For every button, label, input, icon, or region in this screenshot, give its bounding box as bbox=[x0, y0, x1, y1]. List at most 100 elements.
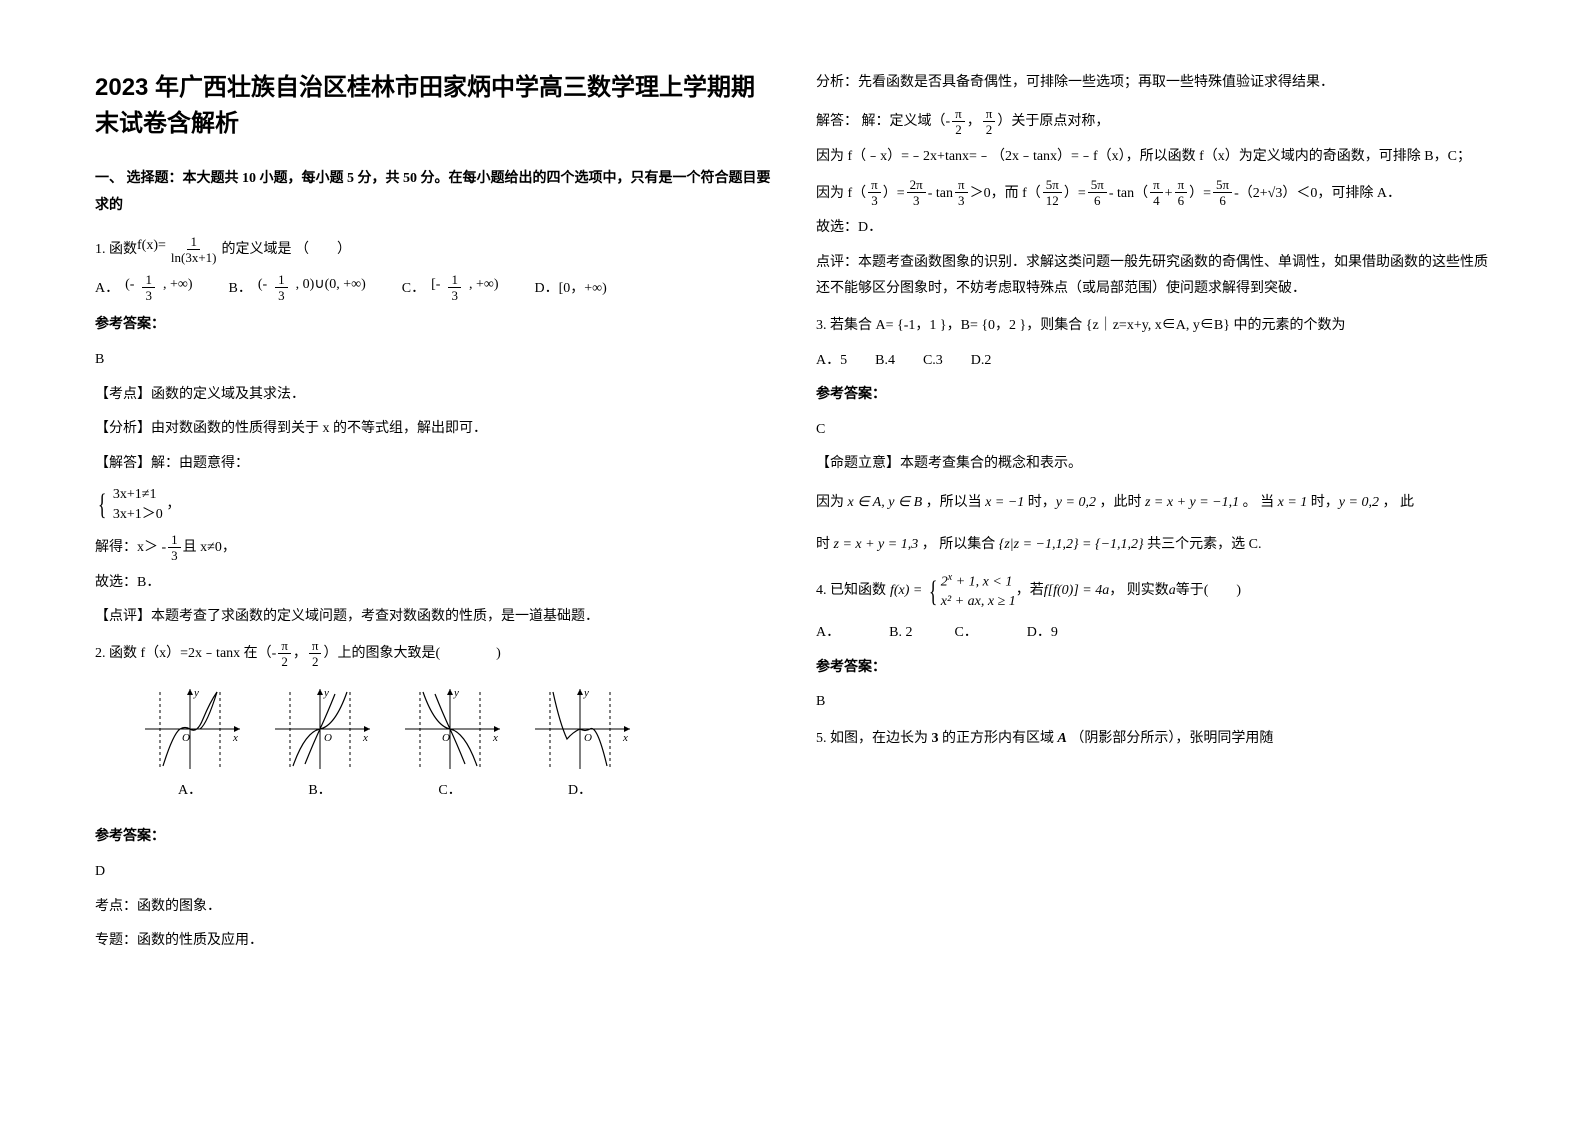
q1-optB-frac: 1 3 bbox=[275, 273, 288, 302]
q1-options: A． (- 1 3 , +∞) B． (- 1 3 , 0)∪(0, +∞) C… bbox=[95, 272, 776, 303]
q1-e4b: 且 x≠0， bbox=[183, 535, 236, 562]
graph-c-icon: O x y bbox=[395, 684, 505, 774]
q4-d: 等于( ) bbox=[1176, 578, 1241, 605]
svg-text:y: y bbox=[583, 687, 589, 699]
q2-stem: 2. 函数 f（x）=2x﹣tanx 在（- π 2 ， π 2 ）上的图象大致… bbox=[95, 639, 776, 668]
q4-fx: f(x) = bbox=[890, 578, 922, 605]
q3-answer: C bbox=[816, 417, 1497, 444]
r1: 分析：先看函数是否具备奇偶性，可排除一些选项；再取一些特殊值验证求得结果． bbox=[816, 70, 1497, 97]
left-brace-icon: { bbox=[98, 490, 107, 520]
section-1-heading: 一、 选择题：本大题共 10 小题，每小题 5 分，共 50 分。在每小题给出的… bbox=[95, 166, 776, 219]
q4-opts: A． B. 2 C． D．9 bbox=[816, 620, 1497, 647]
q2-graph-c: O x y C． bbox=[395, 684, 505, 805]
svg-text:O: O bbox=[324, 732, 332, 744]
q1-optA-b: , +∞) bbox=[163, 272, 193, 303]
q1-frac-num: 1 bbox=[187, 235, 200, 250]
q1-optC-label: C． bbox=[402, 276, 425, 303]
r2a: 解答： 解：定义域（- bbox=[816, 109, 950, 136]
svg-text:x: x bbox=[232, 732, 238, 744]
r4: 因为 f（ π3 ）= 2π3 - tan π3 ＞0，而 f（ 5π12 ）=… bbox=[816, 178, 1497, 207]
q1-frac-den: ln(3x+1) bbox=[168, 250, 220, 264]
right-column: 分析：先看函数是否具备奇偶性，可排除一些选项；再取一些特殊值验证求得结果． 解答… bbox=[816, 70, 1537, 1082]
q3-stem: 3. 若集合 A= {-1，1 }，B= {0，2 }，则集合 {z｜z=x+y… bbox=[816, 313, 1497, 340]
q1-opt-d: D．[0，+∞) bbox=[535, 276, 607, 303]
q2-c: ）上的图象大致是( ) bbox=[323, 641, 500, 668]
svg-text:y: y bbox=[323, 687, 329, 699]
left-column: 2023 年广西壮族自治区桂林市田家炳中学高三数学理上学期期末试卷含解析 一、 … bbox=[95, 70, 816, 1082]
q1-fraction: 1 ln(3x+1) bbox=[168, 235, 220, 264]
graph-d-label: D． bbox=[568, 778, 592, 805]
r4e: ）= bbox=[1064, 181, 1086, 208]
graph-d-icon: O x y bbox=[525, 684, 635, 774]
r4i: -（2+√3）＜0，可排除 A． bbox=[1234, 181, 1401, 208]
q2-frac-1: π 2 bbox=[278, 639, 291, 668]
q4-piecewise: 2x + 1, x < 1 x² + ax, x ≥ 1 bbox=[941, 571, 1016, 612]
r3: 因为 f（﹣x）=﹣2x+tanx=﹣（2x﹣tanx）=﹣f（x），所以函数 … bbox=[816, 144, 1497, 171]
q1-sys-1: 3x+1≠1 bbox=[113, 485, 163, 505]
r4d: ＞0，而 f（ bbox=[970, 181, 1041, 208]
q1-optD-label: D．[0，+∞) bbox=[535, 276, 607, 303]
r6: 点评：本题考查函数图象的识别．求解这类问题一般先研究函数的奇偶性、单调性，如果借… bbox=[816, 250, 1497, 303]
exam-title: 2023 年广西壮族自治区桂林市田家炳中学高三数学理上学期期末试卷含解析 bbox=[95, 70, 776, 142]
r4f: - tan（ bbox=[1109, 181, 1148, 208]
q4-case-2: x² + ax, x ≥ 1 bbox=[941, 592, 1016, 612]
svg-text:O: O bbox=[584, 732, 592, 744]
q1-exp-5: 故选：B． bbox=[95, 570, 776, 597]
q2-exp-1: 考点：函数的图象． bbox=[95, 894, 776, 921]
q1-optB-b: , 0)∪(0, +∞) bbox=[296, 272, 366, 303]
q1-fx: f(x)= bbox=[137, 233, 166, 264]
r2-frac-1: π 2 bbox=[952, 107, 965, 136]
q3-exp-2: 因为 x ∈ A, y ∈ B ，所以当 x = −1 时，y = 0,2 ，此… bbox=[816, 486, 1497, 520]
q2-graphs: O x y A． O x y B． bbox=[135, 684, 776, 805]
q1-opt-b: B． (- 1 3 , 0)∪(0, +∞) bbox=[229, 272, 366, 303]
q1-optC-b: , +∞) bbox=[469, 272, 499, 303]
graph-a-label: A． bbox=[178, 778, 202, 805]
q1-system: { 3x+1≠1 3x+1＞0 ， bbox=[95, 485, 776, 524]
q2-b: ， bbox=[293, 641, 307, 668]
r5: 故选：D． bbox=[816, 215, 1497, 242]
r2: 解答： 解：定义域（- π 2 ， π 2 ）关于原点对称， bbox=[816, 107, 1497, 136]
q3-exp-1: 【命题立意】本题考查集合的概念和表示。 bbox=[816, 451, 1497, 478]
q5-stem: 5. 如图，在边长为 3 的正方形内有区域 A （阴影部分所示），张明同学用随 bbox=[816, 726, 1497, 753]
svg-text:x: x bbox=[492, 732, 498, 744]
q1-system-stack: 3x+1≠1 3x+1＞0 bbox=[113, 485, 163, 524]
q1-sys-2: 3x+1＞0 bbox=[113, 505, 163, 525]
q2-exp-2: 专题：函数的性质及应用． bbox=[95, 928, 776, 955]
q4-answer: B bbox=[816, 689, 1497, 716]
graph-b-label: B． bbox=[308, 778, 331, 805]
q1-answer: B bbox=[95, 347, 776, 374]
q1-optC-frac: 1 3 bbox=[448, 273, 461, 302]
q1-exp-4: 解得：x＞ - 1 3 且 x≠0， bbox=[95, 533, 776, 562]
q2-frac-2: π 2 bbox=[309, 639, 322, 668]
q4-answer-label: 参考答案： bbox=[816, 655, 1497, 682]
q1-e4a: 解得：x＞ - bbox=[95, 535, 166, 562]
r4b: ）= bbox=[883, 181, 905, 208]
r2c: ）关于原点对称， bbox=[997, 109, 1109, 136]
q1-opt-c: C． [- 1 3 , +∞) bbox=[402, 272, 499, 303]
q2-graph-b: O x y B． bbox=[265, 684, 375, 805]
q1-sys-tail: ， bbox=[166, 497, 180, 512]
graph-b-icon: O x y bbox=[265, 684, 375, 774]
q2-graph-d: O x y D． bbox=[525, 684, 635, 805]
q2-answer-label: 参考答案： bbox=[95, 824, 776, 851]
r2b: ， bbox=[967, 109, 981, 136]
q1-optA-label: A． bbox=[95, 276, 119, 303]
q1-optA-a: (- bbox=[125, 272, 134, 303]
q1-exp-3: 【解答】解：由题意得： bbox=[95, 451, 776, 478]
q1-optB-a: (- bbox=[258, 272, 267, 303]
q1-exp-1: 【考点】函数的定义域及其求法． bbox=[95, 382, 776, 409]
svg-text:x: x bbox=[622, 732, 628, 744]
r4c: - tan bbox=[928, 181, 953, 208]
graph-c-label: C． bbox=[438, 778, 461, 805]
q4-brace-icon: { bbox=[929, 577, 938, 607]
svg-text:y: y bbox=[453, 687, 459, 699]
q4-c: ， 则实数 bbox=[1109, 578, 1169, 605]
q4-stem: 4. 已知函数 f(x) = { 2x + 1, x < 1 x² + ax, … bbox=[816, 571, 1497, 612]
q2-a: 2. 函数 f（x）=2x﹣tanx 在（- bbox=[95, 641, 276, 668]
svg-text:y: y bbox=[193, 687, 199, 699]
svg-text:x: x bbox=[362, 732, 368, 744]
q1-exp-6: 【点评】本题考查了求函数的定义域问题，考查对数函数的性质，是一道基础题． bbox=[95, 604, 776, 631]
q4-ff: f[f(0)] = 4a bbox=[1044, 578, 1109, 605]
r2-frac-2: π 2 bbox=[983, 107, 996, 136]
q1-suffix: 的定义域是 （ ） bbox=[222, 237, 352, 264]
